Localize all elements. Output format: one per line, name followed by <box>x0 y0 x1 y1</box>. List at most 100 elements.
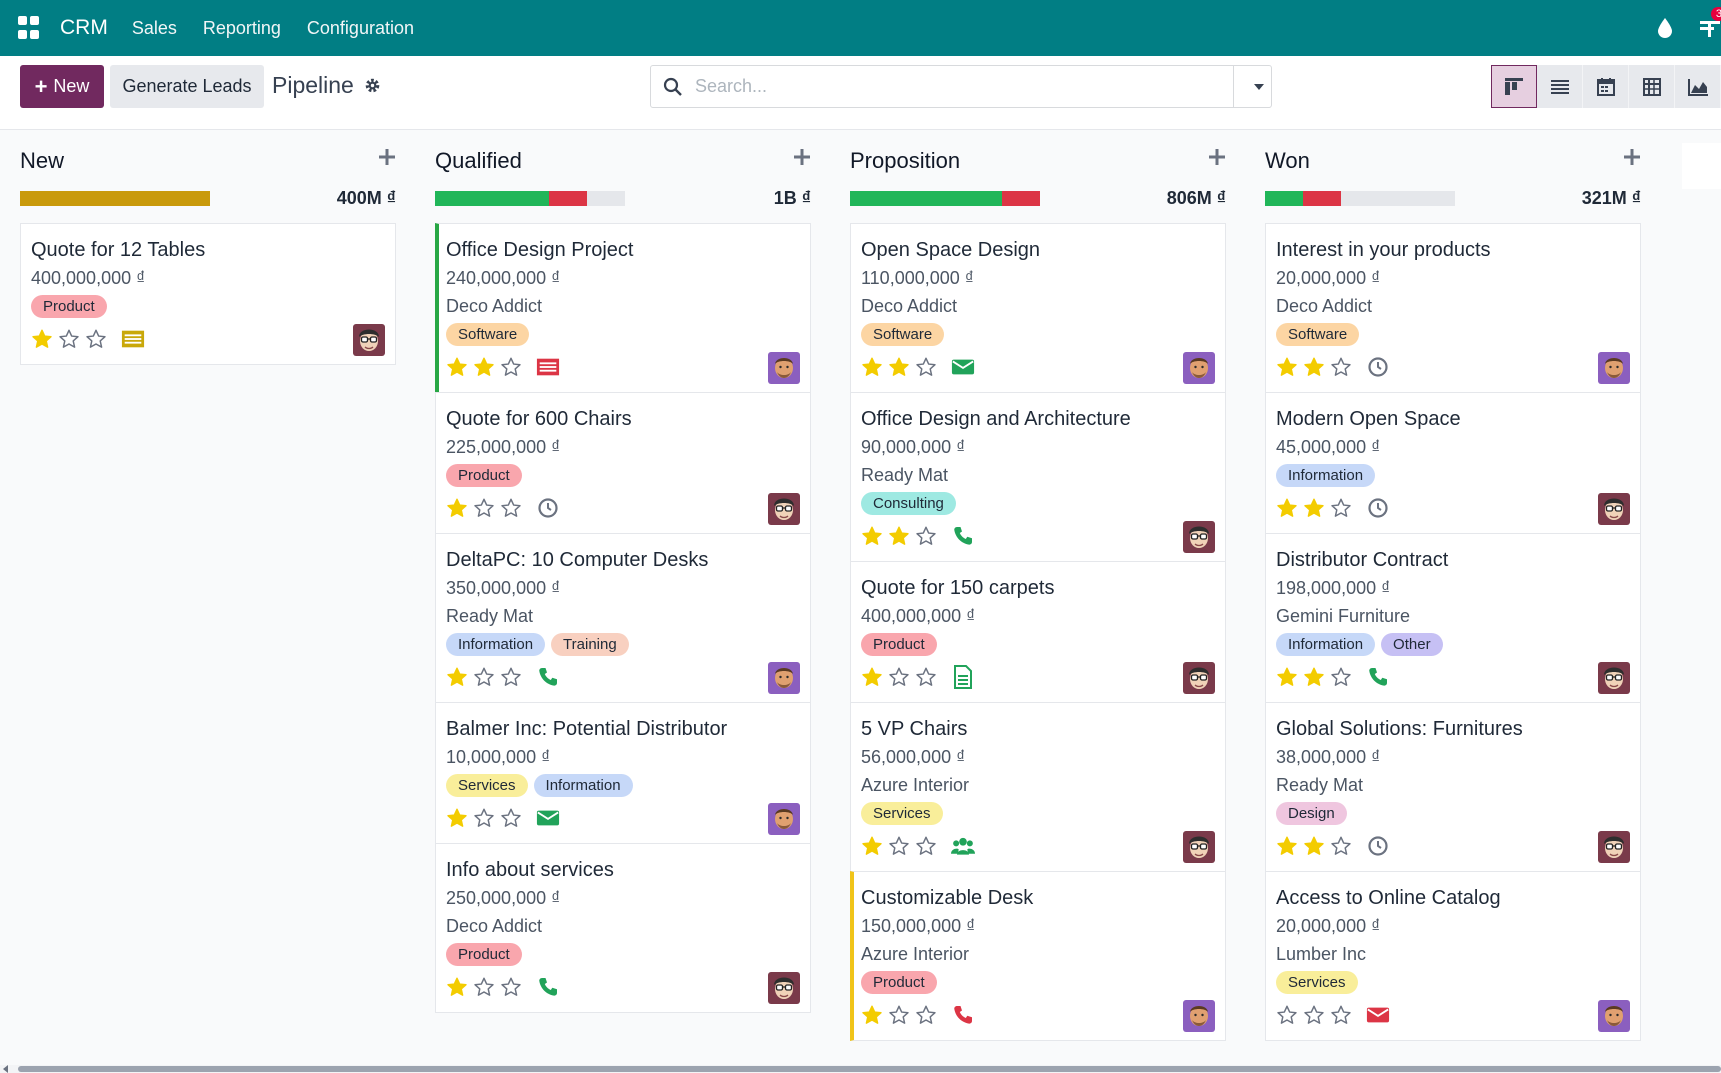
gear-icon[interactable] <box>364 77 381 94</box>
priority-star-icon[interactable] <box>446 976 468 998</box>
list-activity-icon[interactable] <box>121 327 145 351</box>
priority-star-icon[interactable] <box>861 525 883 547</box>
app-brand[interactable]: CRM <box>60 16 108 39</box>
kanban-card[interactable]: Customizable Desk 150,000,000 ₫ Azure Inte… <box>850 871 1226 1041</box>
phone-icon[interactable] <box>536 665 560 689</box>
column-header[interactable]: Qualified <box>435 148 811 178</box>
priority-star-icon[interactable] <box>500 807 522 829</box>
kanban-card[interactable]: Interest in your products 20,000,000 ₫ Dec… <box>1265 223 1641 393</box>
pivot-view-button[interactable] <box>1629 65 1675 108</box>
priority-star-icon[interactable] <box>473 666 495 688</box>
add-card-icon[interactable] <box>793 148 811 166</box>
priority-star-icon[interactable] <box>915 666 937 688</box>
priority-star-icon[interactable] <box>1330 835 1352 857</box>
kanban-card[interactable]: Distributor Contract 198,000,000 ₫ Gemini … <box>1265 533 1641 703</box>
document-icon[interactable] <box>951 665 975 689</box>
priority-star-icon[interactable] <box>1276 666 1298 688</box>
phone-icon[interactable] <box>536 975 560 999</box>
priority-star-icon[interactable] <box>446 497 468 519</box>
scrollbar-thumb[interactable] <box>18 1066 1721 1072</box>
avatar[interactable] <box>353 324 385 356</box>
priority-star-icon[interactable] <box>1330 356 1352 378</box>
priority-star-icon[interactable] <box>1276 497 1298 519</box>
kanban-card[interactable]: Info about services 250,000,000 ₫ Deco Add… <box>435 843 811 1013</box>
priority-star-icon[interactable] <box>888 666 910 688</box>
priority-star-icon[interactable] <box>446 356 468 378</box>
priority-star-icon[interactable] <box>1303 356 1325 378</box>
clock-icon[interactable] <box>1366 355 1390 379</box>
priority-star-icon[interactable] <box>473 807 495 829</box>
kanban-card[interactable]: Office Design Project 240,000,000 ₫ Deco A… <box>435 223 811 393</box>
search-input[interactable] <box>695 76 1215 97</box>
priority-star-icon[interactable] <box>58 328 80 350</box>
kanban-card[interactable]: 5 VP Chairs 56,000,000 ₫ Azure Interior Ser… <box>850 702 1226 872</box>
avatar[interactable] <box>1183 521 1215 553</box>
priority-star-icon[interactable] <box>446 807 468 829</box>
activity-icon[interactable]: 3 <box>1699 7 1721 39</box>
progress-segment[interactable] <box>20 191 210 206</box>
priority-star-icon[interactable] <box>446 666 468 688</box>
scroll-left-arrow-icon[interactable] <box>3 1065 8 1073</box>
priority-star-icon[interactable] <box>861 835 883 857</box>
progress-segment[interactable] <box>549 191 587 206</box>
kanban-view-button[interactable] <box>1491 65 1537 108</box>
priority-star-icon[interactable] <box>861 666 883 688</box>
priority-star-icon[interactable] <box>861 356 883 378</box>
column-title[interactable]: Won <box>1265 148 1310 173</box>
avatar[interactable] <box>1598 662 1630 694</box>
priority-star-icon[interactable] <box>861 1004 883 1026</box>
apps-menu-icon[interactable] <box>18 16 42 40</box>
priority-star-icon[interactable] <box>500 497 522 519</box>
column-header[interactable]: Won <box>1265 148 1641 178</box>
avatar[interactable] <box>1183 352 1215 384</box>
menu-configuration[interactable]: Configuration <box>306 17 414 38</box>
avatar[interactable] <box>768 662 800 694</box>
kanban-card[interactable]: Access to Online Catalog 20,000,000 ₫ Lumb… <box>1265 871 1641 1041</box>
email-icon[interactable] <box>951 355 975 379</box>
kanban-card[interactable]: Quote for 150 carpets 400,000,000 ₫ Produc… <box>850 561 1226 703</box>
clock-icon[interactable] <box>1366 834 1390 858</box>
avatar[interactable] <box>1183 1000 1215 1032</box>
new-button[interactable]: + New <box>20 65 104 108</box>
avatar[interactable] <box>1598 352 1630 384</box>
phone-icon[interactable] <box>951 1003 975 1027</box>
kanban-card[interactable]: Office Design and Architecture 90,000,000… <box>850 392 1226 562</box>
phone-icon[interactable] <box>1366 665 1390 689</box>
kanban-card[interactable]: Quote for 600 Chairs 225,000,000 ₫ Product <box>435 392 811 534</box>
priority-star-icon[interactable] <box>1303 835 1325 857</box>
priority-star-icon[interactable] <box>473 356 495 378</box>
column-header[interactable]: New <box>20 148 396 178</box>
kanban-card[interactable]: Quote for 12 Tables 400,000,000 ₫ Product <box>20 223 396 365</box>
priority-star-icon[interactable] <box>473 497 495 519</box>
phone-icon[interactable] <box>951 524 975 548</box>
progress-segment[interactable] <box>435 191 549 206</box>
avatar[interactable] <box>768 972 800 1004</box>
add-card-icon[interactable] <box>378 148 396 166</box>
priority-star-icon[interactable] <box>888 835 910 857</box>
column-progress-bar[interactable] <box>850 191 1040 206</box>
priority-star-icon[interactable] <box>500 356 522 378</box>
kanban-card[interactable]: DeltaPC: 10 Computer Desks 350,000,000 ₫ R… <box>435 533 811 703</box>
column-title[interactable]: Qualified <box>435 148 522 173</box>
progress-segment[interactable] <box>1303 191 1341 206</box>
priority-star-icon[interactable] <box>1303 666 1325 688</box>
avatar[interactable] <box>768 493 800 525</box>
column-title[interactable]: New <box>20 148 65 173</box>
priority-star-icon[interactable] <box>1276 1004 1298 1026</box>
priority-star-icon[interactable] <box>915 835 937 857</box>
priority-star-icon[interactable] <box>1303 1004 1325 1026</box>
avatar[interactable] <box>768 803 800 835</box>
column-progress-bar[interactable] <box>20 191 210 206</box>
priority-star-icon[interactable] <box>31 328 53 350</box>
list-activity-icon[interactable] <box>536 355 560 379</box>
list-view-button[interactable] <box>1537 65 1583 108</box>
kanban-card[interactable]: Balmer Inc: Potential Distributor 10,000,… <box>435 702 811 844</box>
priority-star-icon[interactable] <box>888 1004 910 1026</box>
generate-leads-button[interactable]: Generate Leads <box>110 65 264 108</box>
horizontal-scrollbar[interactable] <box>0 1065 1721 1073</box>
priority-star-icon[interactable] <box>500 666 522 688</box>
clock-icon[interactable] <box>536 496 560 520</box>
priority-star-icon[interactable] <box>500 976 522 998</box>
priority-star-icon[interactable] <box>1330 1004 1352 1026</box>
progress-segment[interactable] <box>850 191 1002 206</box>
